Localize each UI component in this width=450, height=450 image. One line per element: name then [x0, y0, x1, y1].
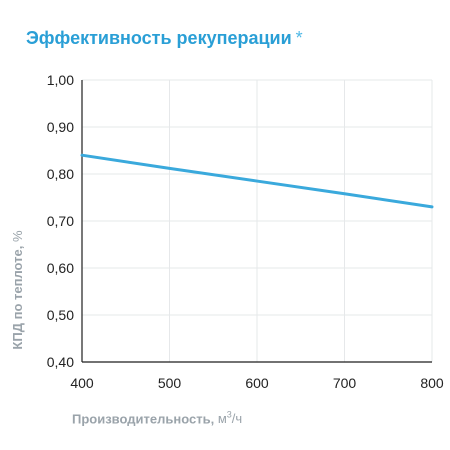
chart-title-text: Эффективность рекуперации: [26, 28, 292, 48]
title-asterisk: *: [295, 28, 303, 48]
x-axis-unit-post: /ч: [231, 411, 243, 427]
x-axis-unit-sup: 3: [226, 410, 232, 420]
y-tick-label: 0,40: [47, 354, 74, 370]
chart-title: Эффективность рекуперации *: [26, 28, 303, 49]
x-tick-label: 700: [333, 375, 357, 391]
y-tick-label: 0,70: [47, 213, 74, 229]
y-tick-labels: 0,40 0,50 0,60 0,70 0,80 0,90 1,00: [47, 72, 74, 370]
y-tick-label: 0,60: [47, 260, 74, 276]
x-tick-label: 800: [420, 375, 444, 391]
x-tick-label: 400: [70, 375, 94, 391]
y-tick-label: 0,90: [47, 119, 74, 135]
grid: [82, 79, 433, 362]
x-axis-label: Производительность, м3/ч: [72, 410, 242, 426]
x-tick-labels: 400 500 600 700 800: [70, 375, 444, 391]
y-tick-label: 0,80: [47, 166, 74, 182]
series-group: [80, 153, 434, 209]
x-axis-label-unit: м3/ч: [217, 410, 243, 427]
x-axis-label-main: Производительность,: [72, 411, 215, 427]
axes: [81, 80, 432, 363]
x-axis-unit-pre: м: [217, 411, 227, 427]
x-tick-label: 500: [158, 375, 182, 391]
series-line: [80, 153, 434, 209]
x-tick-label: 600: [245, 375, 269, 391]
y-tick-label: 0,50: [47, 307, 74, 323]
y-tick-label: 1,00: [47, 72, 74, 88]
